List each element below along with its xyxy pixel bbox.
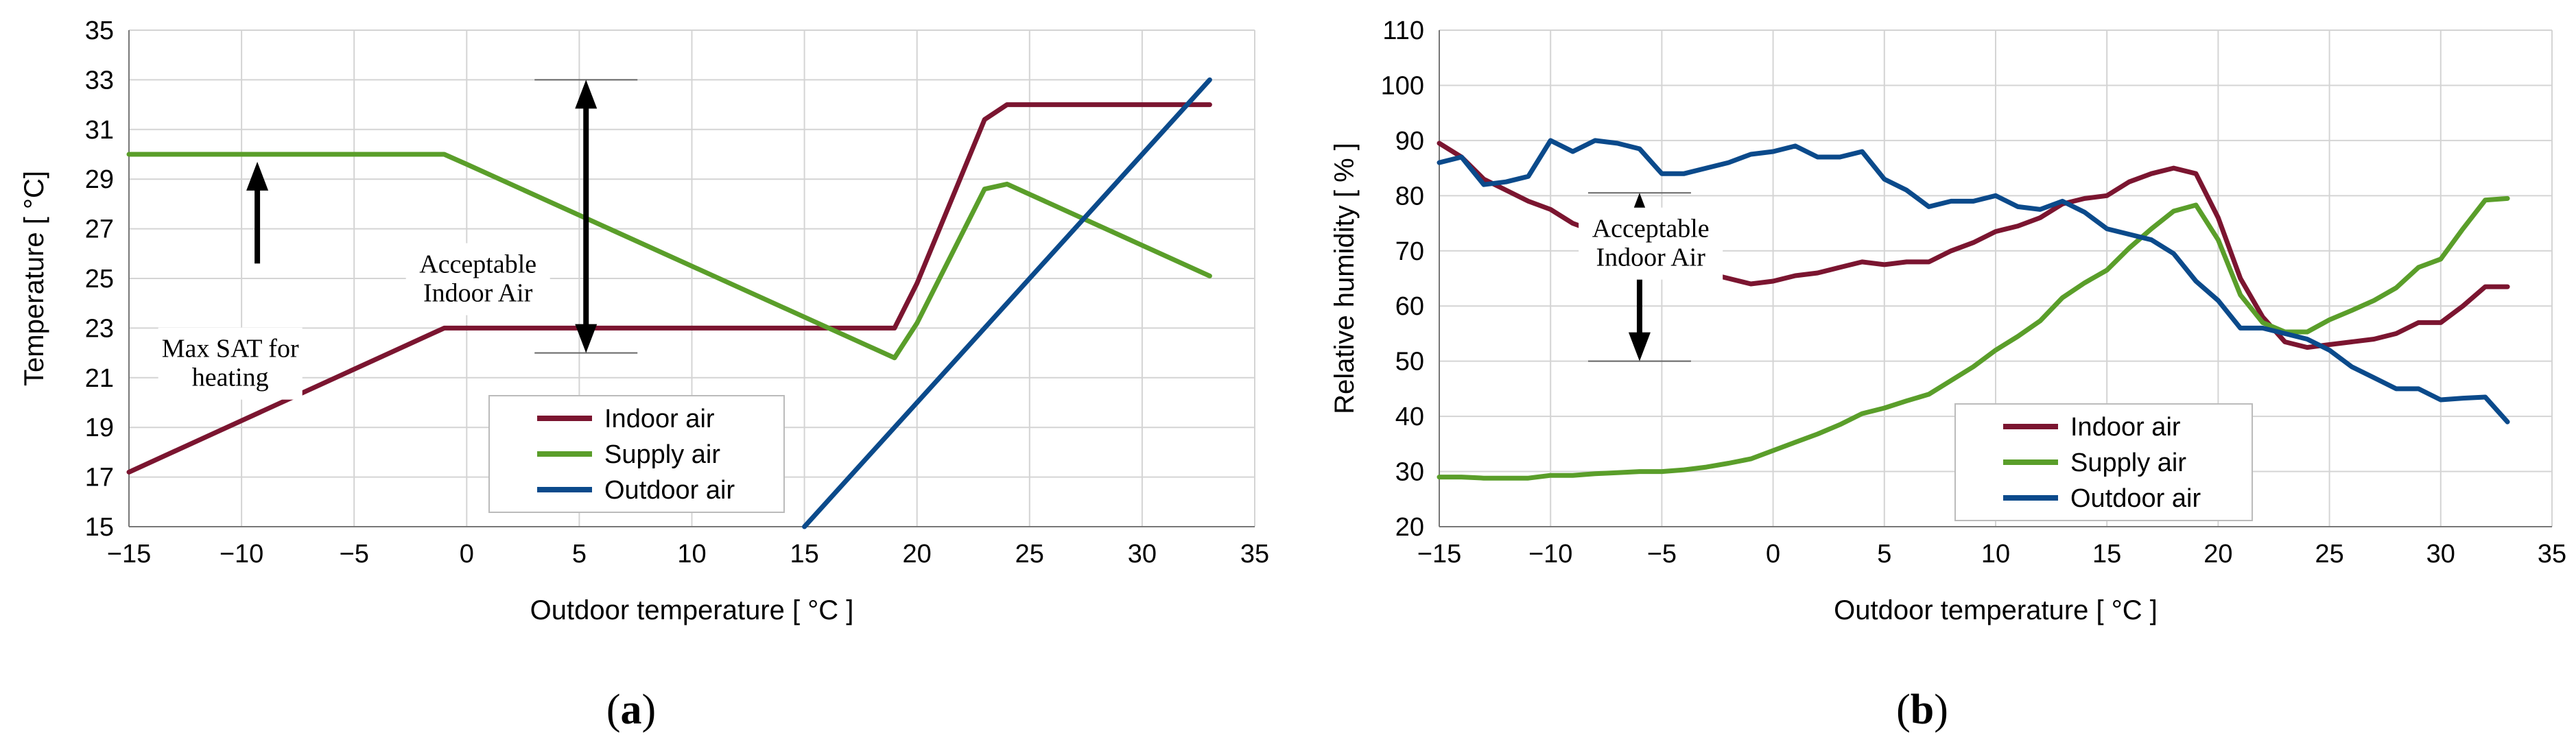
x-tick-label: −10 — [1528, 540, 1572, 569]
y-tick-label: 33 — [85, 66, 114, 95]
x-tick-label: 15 — [790, 540, 818, 569]
x-tick-label: 5 — [1877, 540, 1891, 569]
legend-label-indoor-air: Indoor air — [604, 405, 715, 433]
annotation-text: Indoor Air — [1596, 243, 1705, 272]
y-tick-label: 90 — [1395, 127, 1424, 156]
x-tick-label: 0 — [460, 540, 474, 569]
max-sat-arrow — [246, 161, 269, 264]
y-tick-label: 21 — [85, 364, 114, 393]
x-tick-label: 35 — [1240, 540, 1269, 569]
x-tick-label: −5 — [1647, 540, 1677, 569]
y-tick-label: 20 — [1395, 513, 1424, 542]
x-tick-label: 25 — [2315, 540, 2343, 569]
panel-label: (b) — [1896, 686, 1948, 733]
outdoor-air-line — [1437, 138, 2510, 425]
outdoor-air-line — [802, 77, 1212, 529]
y-axis-label: Relative humidity [ % ] — [1330, 143, 1360, 414]
x-tick-label: −15 — [1417, 540, 1461, 569]
y-tick-label: 31 — [85, 116, 114, 145]
legend-label-outdoor-air: Outdoor air — [2070, 484, 2201, 513]
y-tick-label: 70 — [1395, 237, 1424, 266]
y-tick-label: 30 — [1395, 458, 1424, 487]
x-tick-label: −10 — [220, 540, 263, 569]
x-axis-label: Outdoor temperature [ °C ] — [1834, 595, 2158, 625]
supply-air-line — [126, 152, 1212, 361]
y-tick-label: 29 — [85, 165, 114, 194]
series-lines — [126, 77, 1212, 529]
y-tick-label: 50 — [1395, 348, 1424, 376]
annotation-text: Indoor Air — [423, 279, 533, 308]
y-tick-label: 80 — [1395, 182, 1424, 211]
x-tick-label: 20 — [903, 540, 932, 569]
x-tick-label: 30 — [2426, 540, 2455, 569]
panel-b-humidity-chart: −15 −10 −5 0 5 10 15 20 25 30 35 20 30 40 50 60 70 80 90 10… — [1290, 0, 2576, 753]
y-tick-label: 23 — [85, 314, 114, 343]
x-axis-label: Outdoor temperature [ °C ] — [530, 595, 854, 625]
y-tick-label: 60 — [1395, 292, 1424, 321]
y-tick-label: 17 — [85, 464, 114, 492]
y-tick-label: 110 — [1382, 16, 1424, 45]
panel-a-temperature-chart: −15 −10 −5 0 5 10 15 20 25 30 35 15 17 19 21 23 25 27 29 31… — [19, 16, 1269, 733]
arrow-down-icon — [1628, 332, 1651, 361]
x-tick-label: −5 — [340, 540, 369, 569]
arrow-down-icon — [575, 324, 598, 353]
x-tick-label: 15 — [2092, 540, 2121, 569]
annotation-background — [158, 327, 303, 400]
x-tick-label: 30 — [1128, 540, 1157, 569]
legend-label-outdoor-air: Outdoor air — [604, 476, 735, 505]
humidity-chart-svg: −15 −10 −5 0 5 10 15 20 25 30 35 20 30 40 50 60 70 80 90 10… — [1330, 16, 2566, 733]
y-axis-label: Temperature [ °C] — [19, 171, 49, 386]
panel-label: (a) — [606, 686, 656, 733]
y-tick-label: 35 — [85, 16, 114, 45]
x-tick-label: 10 — [677, 540, 706, 569]
legend-label-supply-air: Supply air — [2070, 449, 2186, 477]
y-tick-label: 40 — [1395, 403, 1424, 431]
x-tick-label: 35 — [2538, 540, 2566, 569]
x-tick-label: 25 — [1015, 540, 1044, 569]
indoor-air-line — [126, 102, 1212, 475]
x-tick-label: 10 — [1981, 540, 2010, 569]
arrow-up-icon — [246, 161, 269, 191]
annotation-text: heating — [192, 363, 269, 392]
x-tick-label: 0 — [1766, 540, 1780, 569]
x-tick-label: 5 — [572, 540, 587, 569]
annotation-text: Acceptable — [419, 250, 536, 279]
y-tick-label: 19 — [85, 414, 114, 442]
y-tick-label: 15 — [85, 513, 114, 542]
x-tick-label: −15 — [107, 540, 151, 569]
y-tick-label: 25 — [85, 265, 114, 294]
annotation-background — [1579, 207, 1723, 280]
legend-label-indoor-air: Indoor air — [2070, 413, 2181, 442]
arrow-up-icon — [575, 80, 598, 109]
acceptable-range — [534, 79, 638, 354]
temperature-chart-svg: −15 −10 −5 0 5 10 15 20 25 30 35 15 17 19 21 23 25 27 29 31… — [19, 16, 1269, 733]
y-tick-label: 100 — [1381, 71, 1424, 100]
annotation-text: Max SAT for — [162, 335, 299, 363]
annotation-background — [405, 243, 550, 315]
supply-air-line — [1437, 195, 2510, 481]
y-tick-label: 27 — [85, 215, 114, 244]
annotation-text: Acceptable — [1592, 215, 1710, 243]
legend: Indoor air Supply air Outdoor air — [1954, 403, 2253, 521]
x-tick-label: 20 — [2203, 540, 2232, 569]
legend: Indoor air Supply air Outdoor air — [488, 395, 785, 513]
legend-label-supply-air: Supply air — [604, 440, 720, 469]
